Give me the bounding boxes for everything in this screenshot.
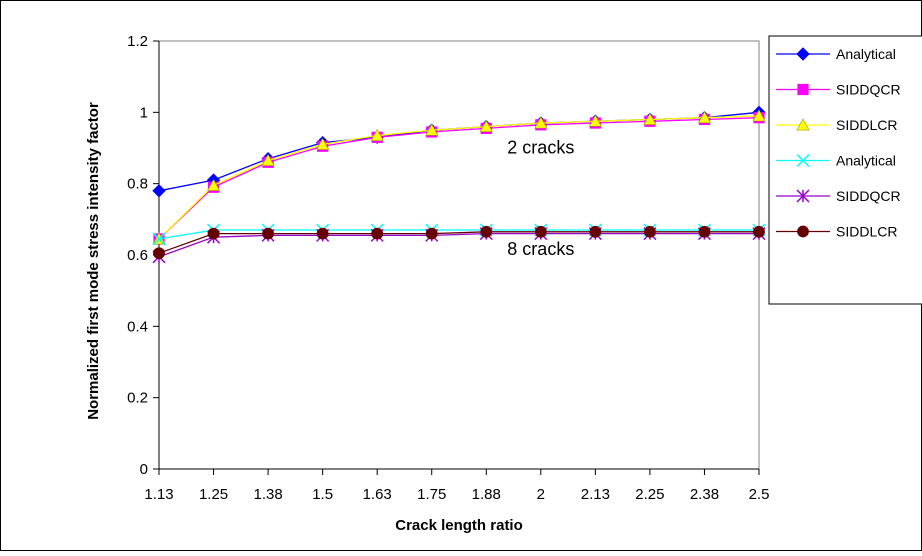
y-tick-label: 1.2 bbox=[127, 33, 148, 50]
y-tick-label: 0 bbox=[140, 461, 148, 478]
legend-item-4: Analytical bbox=[776, 153, 896, 169]
data-point bbox=[697, 111, 711, 124]
annotations: 2 cracks 8 cracks bbox=[507, 137, 574, 259]
data-point bbox=[262, 227, 274, 240]
data-point bbox=[644, 225, 656, 238]
data-point bbox=[479, 119, 493, 132]
data-point bbox=[534, 225, 547, 238]
series-line bbox=[158, 115, 760, 240]
data-point bbox=[371, 227, 384, 240]
data-point bbox=[588, 114, 602, 127]
data-point bbox=[207, 178, 221, 191]
x-tick-label: 1.75 bbox=[417, 486, 446, 503]
data-point bbox=[698, 225, 711, 238]
series-6 bbox=[153, 225, 765, 260]
legend-label: SIDDQCR bbox=[836, 188, 901, 204]
x-tick-label: 1.88 bbox=[472, 486, 501, 503]
data-point bbox=[753, 225, 765, 238]
y-tick-label: 1 bbox=[140, 104, 148, 121]
data-point bbox=[752, 109, 766, 122]
series-line bbox=[158, 231, 759, 254]
plot-area-border bbox=[158, 40, 760, 470]
data-point bbox=[153, 247, 165, 260]
x-tick-label: 2.38 bbox=[690, 486, 719, 503]
data-point bbox=[370, 128, 384, 141]
x-tick-label: 1.25 bbox=[199, 486, 228, 503]
x-tick-label: 2 bbox=[537, 486, 545, 503]
legend-label: SIDDQCR bbox=[836, 82, 901, 98]
x-tick-label: 1.63 bbox=[363, 486, 392, 503]
x-tick-label: 2.13 bbox=[581, 486, 610, 503]
data-point bbox=[152, 184, 166, 198]
legend-item-1: Analytical bbox=[776, 46, 896, 62]
series-line bbox=[158, 229, 759, 240]
y-axis-title: Normalized first mode stress intensity f… bbox=[85, 102, 102, 420]
data-point bbox=[316, 137, 330, 150]
legend-item-6: SIDDLCR bbox=[776, 224, 897, 240]
data-point bbox=[207, 227, 220, 240]
legend-marker bbox=[796, 153, 810, 168]
series-line bbox=[158, 232, 759, 258]
data-point bbox=[152, 232, 166, 246]
legend-label: Analytical bbox=[836, 153, 896, 169]
legend-marker bbox=[796, 189, 810, 203]
data-point bbox=[316, 227, 329, 240]
legend-label: SIDDLCR bbox=[836, 224, 897, 240]
legend: Analytical SIDDQCR SIDDLCR Analytical SIDDQC… bbox=[776, 46, 901, 240]
legend-item-5: SIDDQCR bbox=[776, 188, 901, 204]
x-tick-label: 2.25 bbox=[635, 486, 664, 503]
legend-box bbox=[768, 35, 922, 305]
x-tick-label: 1.38 bbox=[253, 486, 282, 503]
y-tick-label: 0.6 bbox=[127, 247, 148, 264]
series-layer bbox=[152, 105, 766, 264]
x-tick-label: 1.13 bbox=[144, 486, 173, 503]
x-tick-label: 2.5 bbox=[749, 486, 770, 503]
legend-item-2: SIDDQCR bbox=[776, 82, 901, 98]
legend-marker bbox=[796, 47, 810, 61]
data-point bbox=[643, 112, 657, 125]
legend-item-3: SIDDLCR bbox=[776, 117, 897, 133]
data-point bbox=[534, 116, 548, 129]
data-point bbox=[425, 227, 438, 240]
data-point bbox=[425, 123, 439, 136]
legend-label: Analytical bbox=[836, 46, 896, 62]
annotation-label: 2 cracks bbox=[507, 137, 574, 157]
y-tick-label: 0.8 bbox=[127, 176, 148, 193]
legend-marker bbox=[797, 225, 809, 238]
y-tick-label: 0.4 bbox=[127, 318, 148, 335]
data-point bbox=[480, 225, 493, 238]
legend-label: SIDDLCR bbox=[836, 117, 897, 133]
x-tick-label: 1.5 bbox=[312, 486, 333, 503]
axes: 0 0.2 0.4 0.6 0.8 1 1.2 1.13 1.25 1.38 1.5 1.63 1.75… bbox=[85, 33, 769, 534]
data-point bbox=[589, 225, 602, 238]
data-point bbox=[261, 153, 275, 166]
legend-marker bbox=[796, 118, 810, 131]
legend-marker bbox=[797, 83, 809, 96]
x-axis-title: Crack length ratio bbox=[395, 517, 523, 534]
series-line bbox=[158, 117, 760, 240]
y-tick-label: 0.2 bbox=[127, 390, 148, 407]
annotation-label: 8 cracks bbox=[507, 239, 574, 259]
